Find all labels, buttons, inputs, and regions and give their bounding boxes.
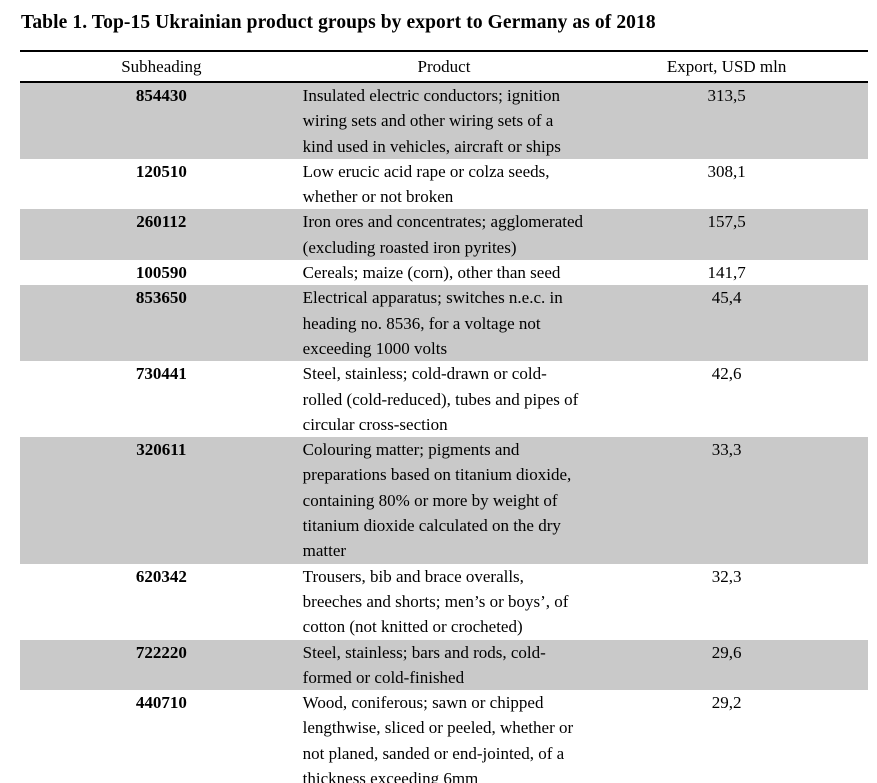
row-product-description: Steel, stainless; cold-drawn or cold-rol… bbox=[302, 364, 579, 434]
row-subheading-code: 620342 bbox=[135, 566, 187, 586]
row-export-value: 308,1 bbox=[707, 161, 746, 181]
table-row: 853650 Electrical apparatus; switches n.e… bbox=[20, 285, 868, 362]
table-body: 854430 Insulated electric conductors; ign… bbox=[20, 82, 868, 783]
table-row: 260112 Iron ores and concentrates; agglom… bbox=[20, 209, 868, 261]
row-export-value: 45,4 bbox=[711, 288, 742, 308]
row-product-description: Low erucic acid rape or colza seeds, whe… bbox=[302, 161, 550, 207]
row-export-value: 42,6 bbox=[711, 364, 742, 384]
row-product-description: Steel, stainless; bars and rods, cold-fo… bbox=[302, 642, 546, 687]
table-caption: Table 1. Top-15 Ukrainian product groups… bbox=[21, 12, 656, 33]
row-export-value: 29,2 bbox=[711, 693, 742, 713]
row-subheading-code: 260112 bbox=[136, 212, 187, 232]
row-export-value: 32,3 bbox=[711, 566, 742, 586]
row-subheading-code: 320611 bbox=[136, 440, 187, 460]
row-subheading-code: 854430 bbox=[135, 86, 187, 105]
table-row: 120510 Low erucic acid rape or colza seed… bbox=[20, 159, 868, 210]
row-subheading-code: 722220 bbox=[135, 642, 187, 662]
table-row: 722220 Steel, stainless; bars and rods, c… bbox=[20, 639, 868, 691]
row-subheading-code: 853650 bbox=[135, 288, 187, 308]
table-header: Subheading Product Export, USD mln bbox=[20, 51, 868, 83]
row-product-description: Iron ores and concentrates; agglomerated… bbox=[302, 212, 584, 257]
column-header-product: Product bbox=[302, 51, 586, 83]
row-product-description: Insulated electric conductors; ignition … bbox=[302, 86, 561, 156]
row-export-value: 33,3 bbox=[711, 440, 742, 460]
row-export-value: 157,5 bbox=[707, 212, 746, 232]
table-row: 730441 Steel, stainless; cold-drawn or co… bbox=[20, 361, 868, 437]
table-row: 320611 Colouring matter; pigments and pre… bbox=[20, 437, 868, 564]
row-export-value: 141,7 bbox=[707, 263, 746, 283]
column-header-export: Export, USD mln bbox=[585, 51, 868, 83]
row-product-description: Colouring matter; pigments and preparati… bbox=[302, 440, 572, 561]
row-subheading-code: 100590 bbox=[135, 263, 187, 283]
row-subheading-code: 440710 bbox=[135, 693, 187, 713]
row-product-description: Electrical apparatus; switches n.e.c. in… bbox=[302, 288, 563, 358]
table-row: 100590 Cereals; maize (corn), other than … bbox=[20, 260, 868, 285]
table-header-row: Subheading Product Export, USD mln bbox=[20, 51, 868, 83]
row-export-value: 313,5 bbox=[707, 86, 746, 105]
row-product-description: Trousers, bib and brace overalls, breech… bbox=[302, 566, 569, 637]
table-row: 440710 Wood, coniferous; sawn or chipped … bbox=[20, 690, 868, 783]
export-table: Subheading Product Export, USD mln 85443… bbox=[20, 50, 868, 783]
column-header-subheading: Subheading bbox=[20, 51, 303, 83]
table-row: 854430 Insulated electric conductors; ign… bbox=[20, 82, 868, 159]
row-product-description: Cereals; maize (corn), other than seed bbox=[302, 263, 561, 283]
row-subheading-code: 120510 bbox=[135, 161, 187, 181]
table-row: 620342 Trousers, bib and brace overalls, … bbox=[20, 564, 868, 640]
row-subheading-code: 730441 bbox=[135, 364, 187, 384]
row-export-value: 29,6 bbox=[711, 642, 742, 662]
row-product-description: Wood, coniferous; sawn or chipped length… bbox=[302, 693, 574, 783]
